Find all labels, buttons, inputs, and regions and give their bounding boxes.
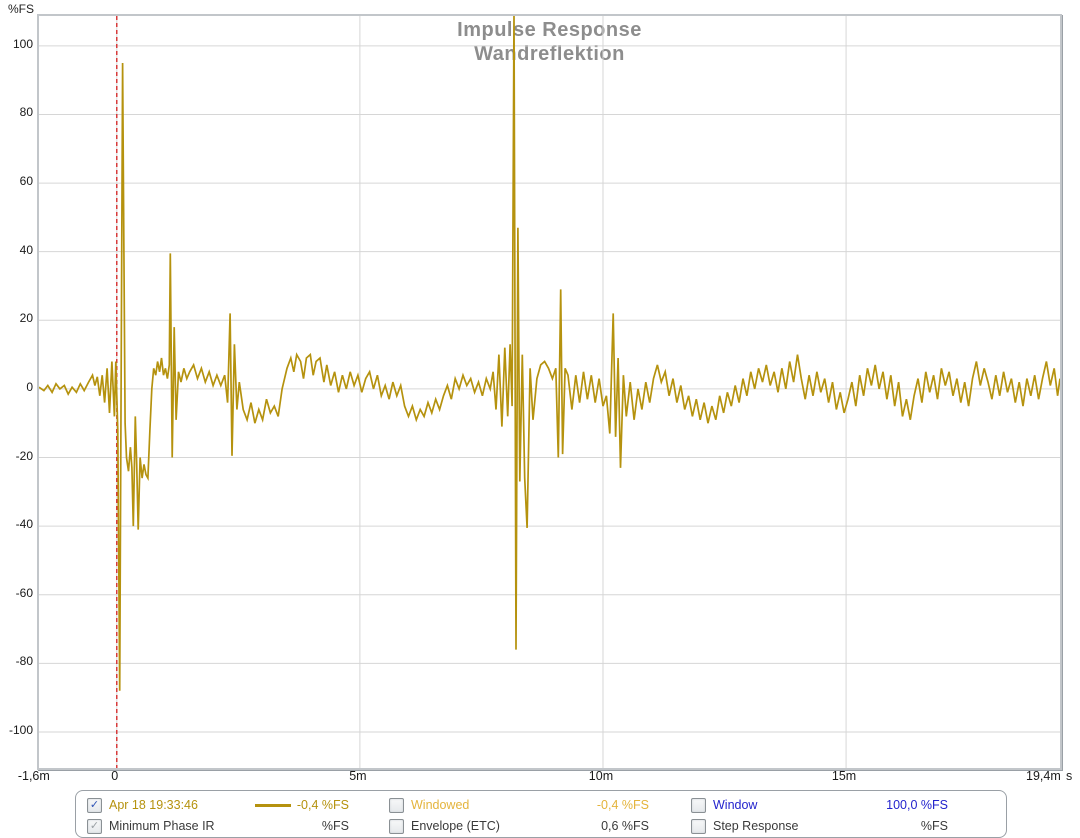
chart-title-line2: Wandreflektion (474, 43, 625, 65)
plot-area: Impulse Response Wandreflektion (37, 14, 1062, 770)
y-tick-label: 0 (26, 379, 33, 394)
chart-title-line1: Impulse Response (457, 19, 642, 41)
impulse-response-chart (39, 16, 1060, 768)
legend-value-windowed: -0,4 %FS (596, 798, 649, 812)
step-response-checkbox[interactable]: ✓ (691, 818, 706, 834)
legend-value-measurement: -0,4 %FS (296, 798, 349, 812)
legend-entry-measurement: ✓ Apr 18 19:33:46 -0,4 %FS (87, 795, 349, 815)
legend-entry-envelope: ✓ Envelope (ETC) 0,6 %FS (389, 816, 649, 836)
x-tick-label: 15m (831, 769, 857, 783)
x-tick-label: 19,4m (1026, 769, 1061, 783)
y-tick-label: 80 (19, 105, 33, 120)
y-tick-label: -60 (15, 585, 33, 600)
legend-value-envelope: 0,6 %FS (601, 819, 649, 833)
chart-title: Impulse Response Wandreflektion (39, 18, 1060, 66)
y-tick-label: -80 (15, 654, 33, 669)
y-axis-unit-label: %FS (8, 2, 35, 16)
legend-entry-minimum-phase: ✓ Minimum Phase IR %FS (87, 816, 349, 836)
x-tick-label: -1,6m (17, 769, 50, 783)
legend-value-minimum-phase: %FS (321, 819, 349, 833)
legend-entry-step-response: ✓ Step Response %FS (691, 816, 948, 836)
y-tick-label: -20 (15, 448, 33, 463)
windowed-checkbox[interactable]: ✓ (389, 797, 404, 813)
legend-label-envelope: Envelope (ETC) (411, 819, 500, 833)
envelope-checkbox[interactable]: ✓ (389, 818, 404, 834)
y-tick-label: 40 (19, 242, 33, 257)
y-tick-label: -40 (15, 517, 33, 532)
trace-color-sample (255, 804, 291, 807)
legend-label-windowed: Windowed (411, 798, 470, 812)
x-tick-label: 0 (111, 769, 119, 783)
legend-label-step-response: Step Response (713, 819, 799, 833)
legend-value-window: 100,0 %FS (886, 798, 948, 812)
x-tick-label: 10m (588, 769, 614, 783)
y-tick-label: 100 (12, 36, 33, 51)
legend-entry-windowed: ✓ Windowed -0,4 %FS (389, 795, 649, 815)
legend-label-minimum-phase: Minimum Phase IR (109, 819, 215, 833)
window-checkbox[interactable]: ✓ (691, 797, 706, 813)
y-tick-label: 20 (19, 311, 33, 326)
x-axis-unit-label: s (1066, 769, 1073, 783)
impulse-response-trace (39, 16, 1060, 691)
legend-entry-window: ✓ Window 100,0 %FS (691, 795, 948, 815)
legend-panel: ✓ Apr 18 19:33:46 -0,4 %FS ✓ Windowed -0… (75, 790, 1007, 838)
legend-value-step-response: %FS (920, 819, 948, 833)
x-tick-label: 5m (349, 769, 367, 783)
minimum-phase-checkbox[interactable]: ✓ (87, 818, 102, 834)
y-tick-label: 60 (19, 174, 33, 189)
legend-label-window: Window (713, 798, 758, 812)
measurement-checkbox[interactable]: ✓ (87, 797, 102, 813)
y-tick-label: -100 (8, 722, 33, 737)
legend-label-measurement: Apr 18 19:33:46 (109, 798, 198, 812)
